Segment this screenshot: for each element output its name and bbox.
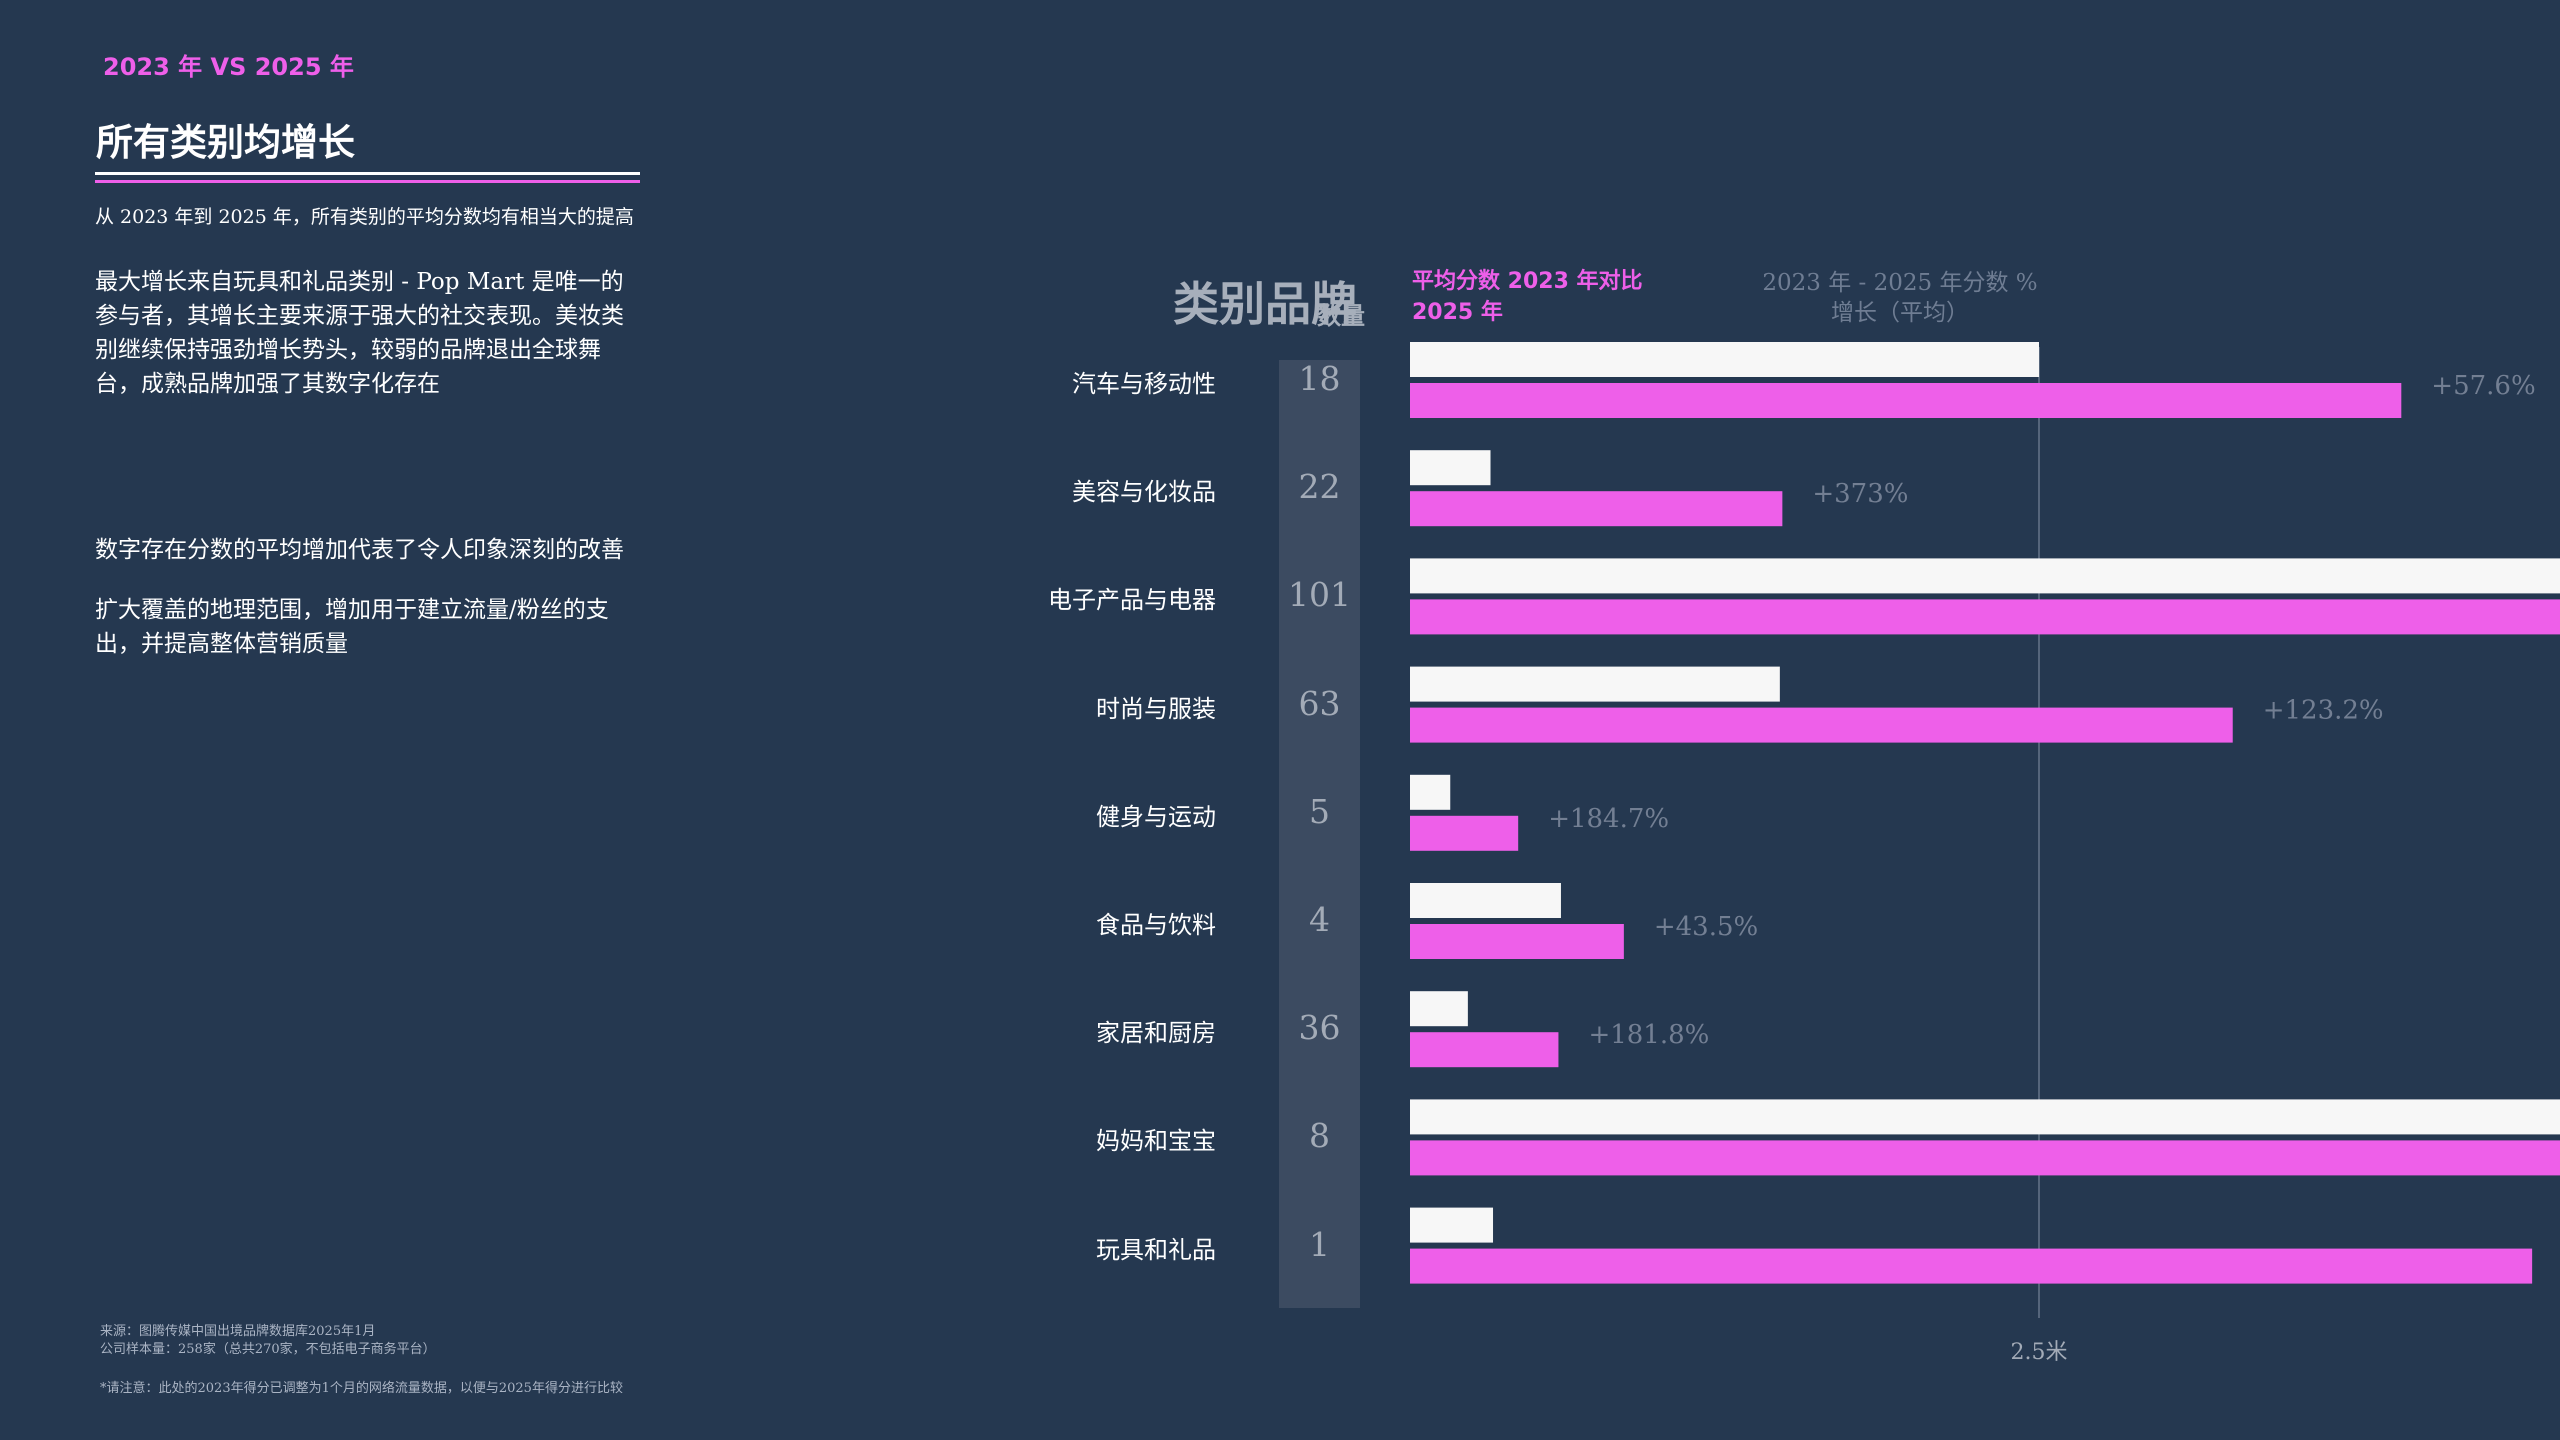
- bar-2025: [1410, 599, 2560, 635]
- sample-note: 公司样本量：258家（总共270家，不包括电子商务平台）: [100, 1342, 436, 1357]
- bar-2025: [1410, 1140, 2560, 1176]
- brand-count: 36: [1298, 1008, 1341, 1048]
- category-label: 玩具和礼品: [1096, 1235, 1216, 1264]
- brand-count: 5: [1309, 791, 1330, 831]
- growth-label: +373%: [1812, 479, 1908, 509]
- page-title: 所有类别均增长: [96, 121, 355, 164]
- growth-column-header: 2023 年 - 2025 年分数 % 增长（平均）: [1760, 268, 2040, 328]
- growth-label: +184.7%: [1548, 804, 1669, 834]
- growth-label: +181.8%: [1588, 1020, 1709, 1050]
- bar-2023: [1410, 1099, 2560, 1135]
- body-paragraph-2: 数字存在分数的平均增加代表了令人印象深刻的改善: [95, 537, 624, 563]
- category-label: 电子产品与电器: [1048, 586, 1216, 615]
- growth-label: +57.6%: [2431, 371, 2535, 401]
- bar-2023: [1410, 342, 2039, 377]
- bar-2023: [1410, 558, 2560, 594]
- title-divider-white: [95, 172, 640, 175]
- category-label: 美容与化妆品: [1072, 478, 1216, 507]
- category-label: 时尚与服装: [1096, 694, 1216, 723]
- bar-2023: [1410, 883, 1561, 918]
- brand-count: 18: [1298, 359, 1341, 398]
- brand-count: 1: [1309, 1224, 1330, 1264]
- bar-2025: [1410, 1032, 1559, 1068]
- brand-count: 8: [1309, 1116, 1330, 1156]
- growth-label: +43.5%: [1654, 912, 1758, 942]
- category-label: 妈妈和宝宝: [1096, 1127, 1216, 1156]
- bar-2023: [1410, 450, 1491, 486]
- bar-2023: [1410, 666, 1780, 702]
- bar-2023: [1410, 1207, 1494, 1243]
- bar-2025: [1410, 815, 1519, 851]
- bar-2025: [1410, 1248, 2533, 1284]
- bar-2025: [1410, 924, 1624, 959]
- bar-2025: [1410, 491, 1783, 527]
- bar-2025: [1410, 707, 2233, 743]
- category-column-header: 类别品牌: [1173, 277, 1357, 331]
- bar-2025: [1410, 383, 2402, 418]
- adjustment-note: *请注意：此处的2023年得分已调整为1个月的网络流量数据，以便与2025年得分…: [100, 1381, 623, 1396]
- x-tick-label: 2.5米: [2011, 1340, 2068, 1365]
- brand-count: 63: [1298, 683, 1341, 723]
- bar-2023: [1410, 991, 1468, 1027]
- growth-header-line-1: 2023 年 - 2025 年分数 %: [1762, 270, 2038, 296]
- source-note: 来源：图腾传媒中国出境品牌数据库2025年1月: [100, 1324, 376, 1339]
- category-label: 家居和厨房: [1096, 1019, 1216, 1048]
- category-label: 健身与运动: [1096, 802, 1216, 831]
- growth-header-line-2: 增长（平均）: [1831, 300, 1969, 326]
- intro-text: 从 2023 年到 2025 年，所有类别的平均分数均有相当大的提高: [95, 206, 634, 228]
- body-paragraph-1: 最大增长来自玩具和礼品类别 - Pop Mart 是唯一的参与者，其增长主要来源…: [95, 269, 624, 397]
- brand-count: 4: [1309, 900, 1330, 939]
- growth-label: +123.2%: [2263, 696, 2384, 726]
- brand-count: 22: [1298, 467, 1341, 507]
- body-paragraph-3: 扩大覆盖的地理范围，增加用于建立流量/粉丝的支出，并提高整体营销质量: [95, 597, 609, 657]
- bar-2023: [1410, 774, 1451, 810]
- avg-score-column-header: 平均分数 2023 年对比 2025 年: [1412, 269, 1643, 325]
- brand-count-column: [1279, 360, 1360, 1308]
- brand-count: 101: [1288, 575, 1351, 615]
- title-divider-pink: [95, 180, 640, 183]
- category-label: 食品与饮料: [1096, 911, 1216, 939]
- comparison-eyebrow: 2023 年 VS 2025 年: [103, 53, 354, 81]
- category-label: 汽车与移动性: [1072, 370, 1216, 398]
- count-column-header: 数量: [1317, 302, 1365, 330]
